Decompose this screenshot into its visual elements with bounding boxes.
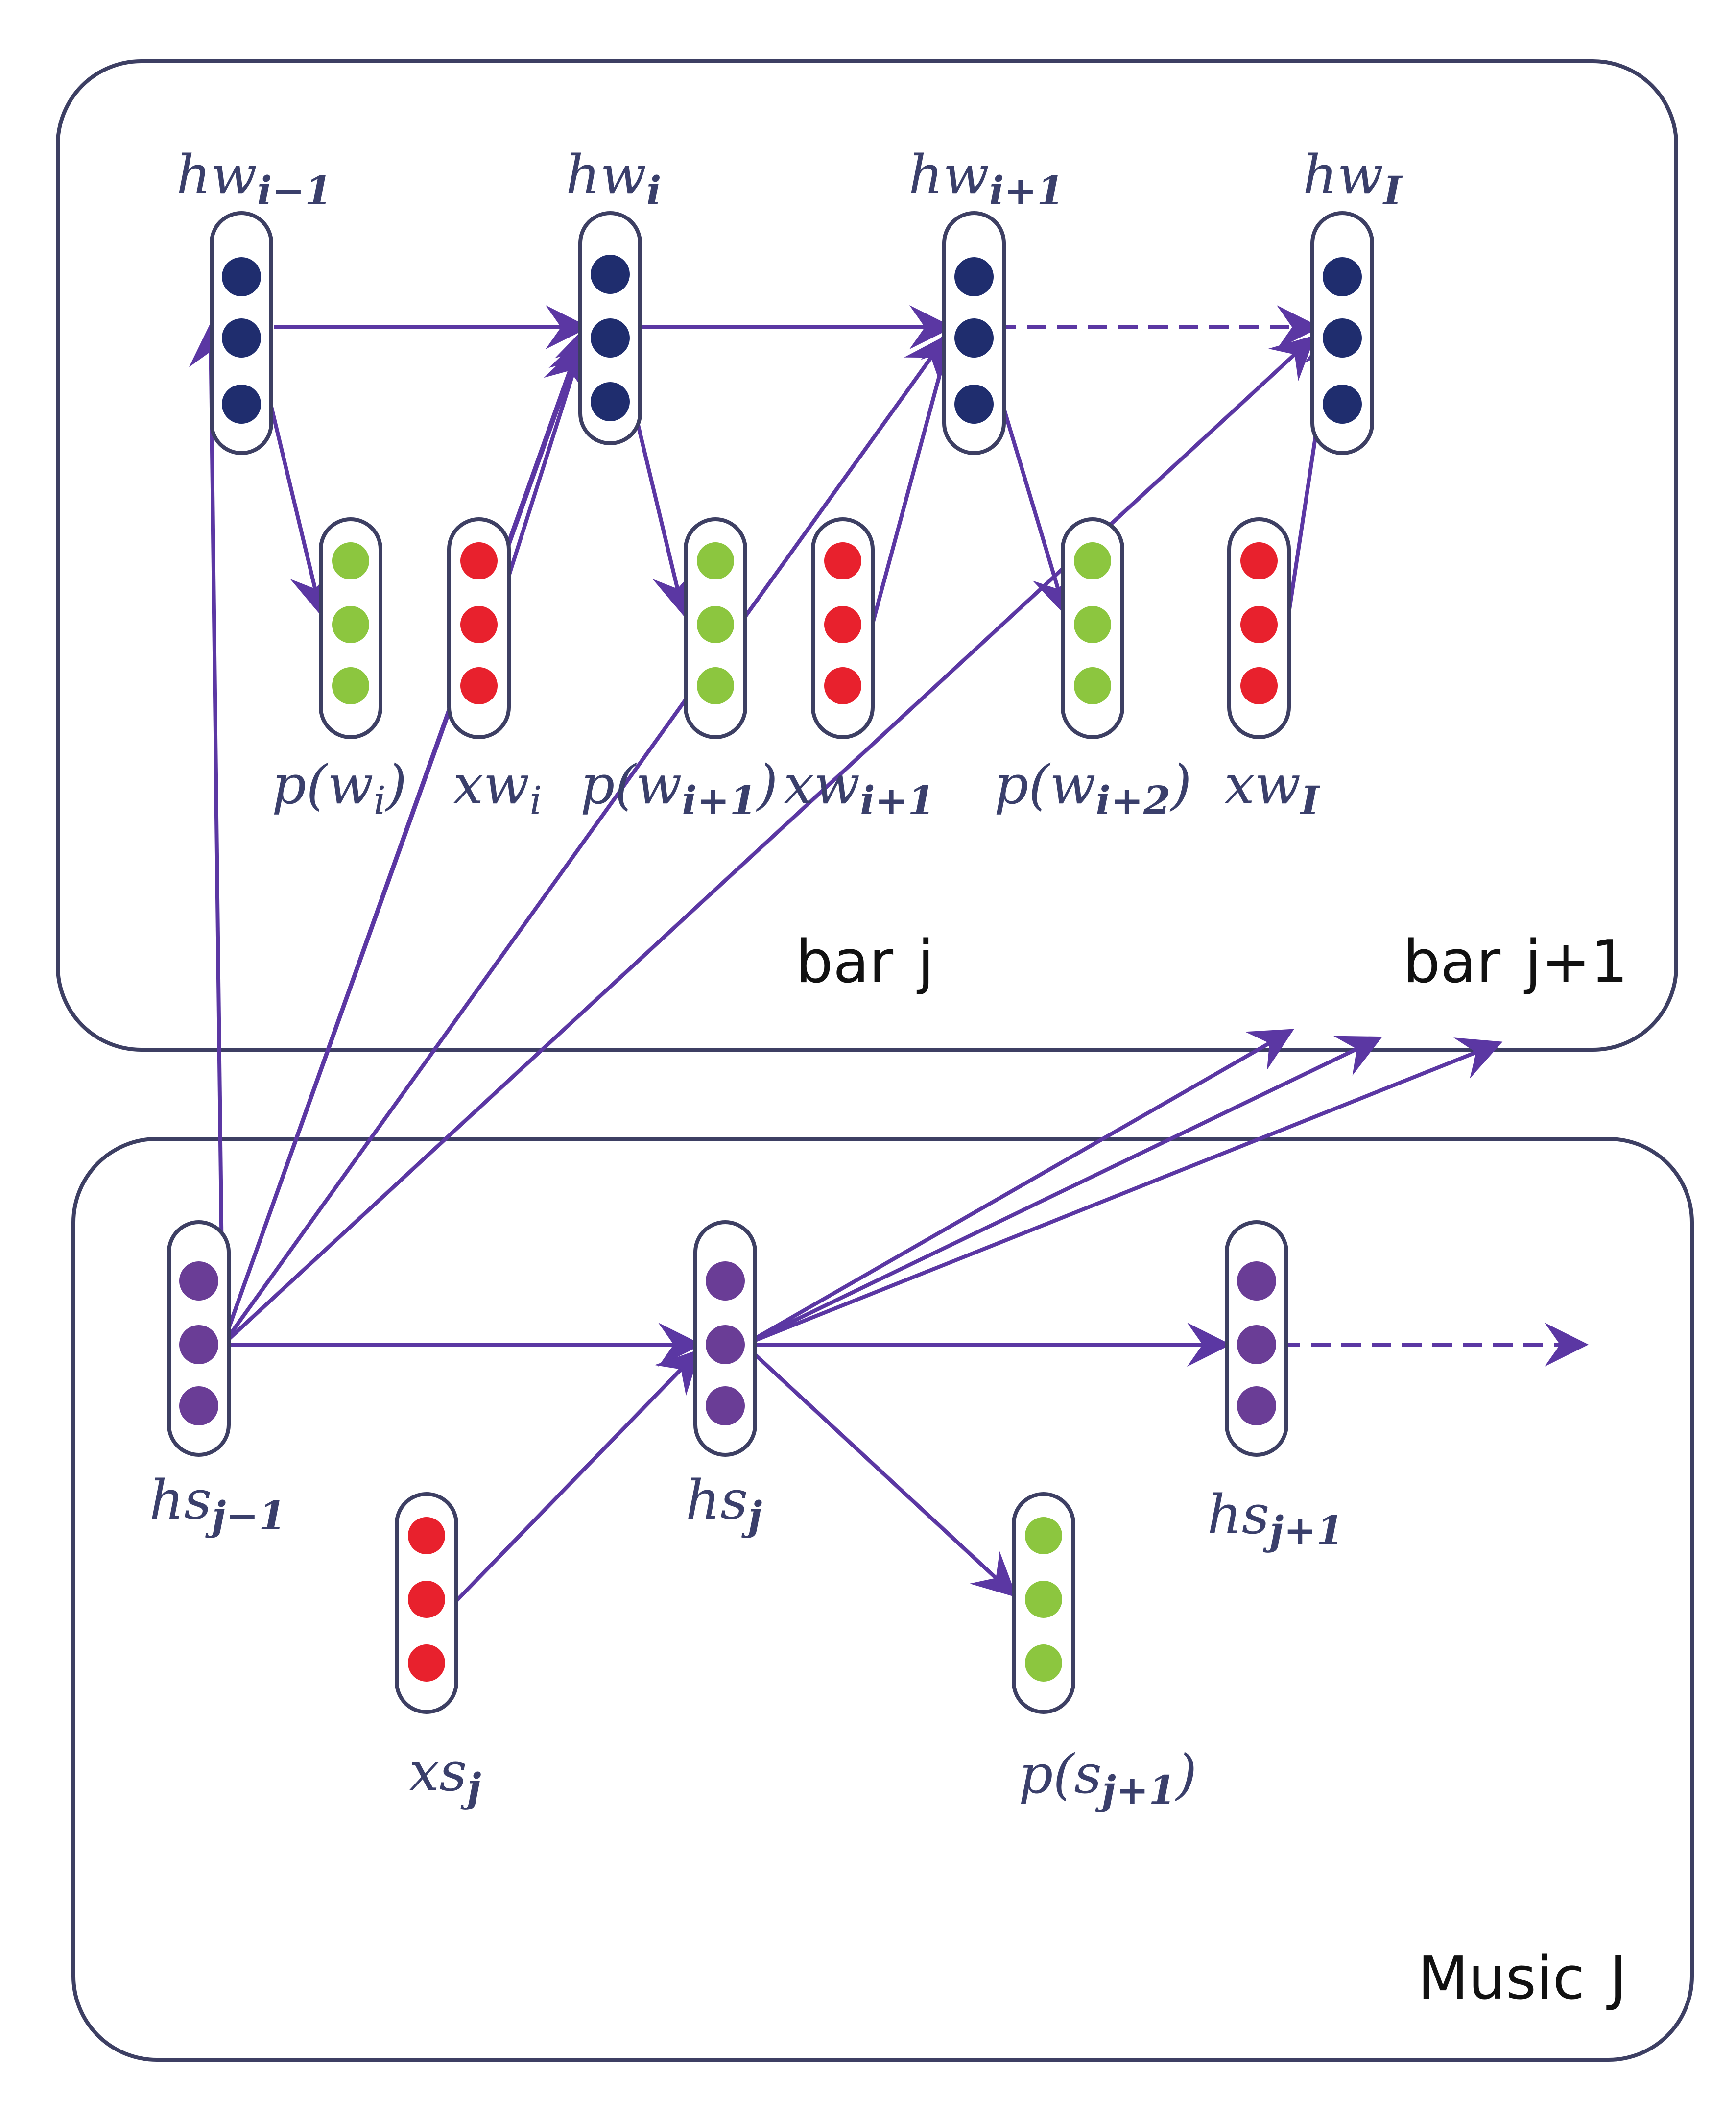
music-panel-frame bbox=[71, 1137, 1694, 2062]
edge-hs-j-to-bar-next-2 bbox=[743, 1036, 1383, 1347]
edge-xs-j-to-hs-j bbox=[454, 1349, 701, 1603]
node-hw-next bbox=[942, 211, 1006, 455]
node-xw-last bbox=[1227, 517, 1291, 739]
edges bbox=[189, 305, 1589, 1603]
edge-hs-j-to-bar-next-3 bbox=[743, 1037, 1503, 1347]
edge-hs-prev-to-hw-last bbox=[221, 335, 1316, 1346]
node-hw-prev bbox=[210, 211, 273, 455]
node-p-wi1 bbox=[684, 517, 747, 739]
node-xs-j bbox=[395, 1492, 458, 1714]
edge-hs-prev-to-hw-i-b bbox=[221, 343, 586, 1346]
edge-hs-j-to-p-sj1 bbox=[743, 1343, 1017, 1598]
node-p-wi bbox=[319, 517, 382, 739]
label-xs-j: xsj bbox=[409, 1740, 481, 1810]
label-hw-prev: hwi−1 bbox=[176, 144, 332, 214]
node-p-sj1 bbox=[1012, 1492, 1075, 1714]
node-hw-i bbox=[578, 211, 642, 445]
label-p-wi1: p(wi+1) bbox=[580, 753, 778, 823]
label-hw-i: hwi bbox=[566, 144, 661, 214]
node-hs-j bbox=[693, 1220, 757, 1457]
label-hs-prev: hsj−1 bbox=[149, 1469, 286, 1539]
edge-hs-j-to-bar-next-1 bbox=[743, 1029, 1294, 1347]
node-hs-next bbox=[1225, 1220, 1288, 1457]
label-xw-i1: xwi+1 bbox=[784, 753, 935, 823]
label-bar-j: bar j bbox=[796, 928, 934, 996]
label-xw-last: xwI bbox=[1224, 753, 1320, 823]
node-hw-last bbox=[1310, 211, 1374, 455]
label-hw-last: hwI bbox=[1303, 144, 1403, 214]
label-p-wi: p(wi) bbox=[272, 753, 407, 823]
bar-panel-frame bbox=[56, 59, 1678, 1052]
node-hs-prev bbox=[167, 1220, 231, 1457]
edge-xw-i1-to-hw-next bbox=[870, 323, 964, 628]
edge-hs-prev-to-hw-prev bbox=[189, 323, 233, 1345]
label-p-sj1: p(sj+1) bbox=[1019, 1743, 1197, 1813]
edge-xw-i-to-hw-i bbox=[500, 323, 597, 599]
label-music: Music J bbox=[1418, 1945, 1627, 2013]
node-xw-i1 bbox=[811, 517, 875, 739]
label-p-wi2: p(wi+2) bbox=[994, 753, 1192, 823]
node-xw-i bbox=[447, 517, 511, 739]
label-bar-next: bar j+1 bbox=[1403, 928, 1628, 996]
edge-hs-prev-to-hw-next bbox=[221, 334, 948, 1346]
label-xw-i: xwi bbox=[453, 753, 542, 823]
label-hw-next: hwi+1 bbox=[908, 144, 1064, 214]
node-p-wi2 bbox=[1061, 517, 1124, 739]
label-hs-j: hsj bbox=[686, 1469, 762, 1539]
label-hs-next: hsj+1 bbox=[1207, 1483, 1344, 1553]
